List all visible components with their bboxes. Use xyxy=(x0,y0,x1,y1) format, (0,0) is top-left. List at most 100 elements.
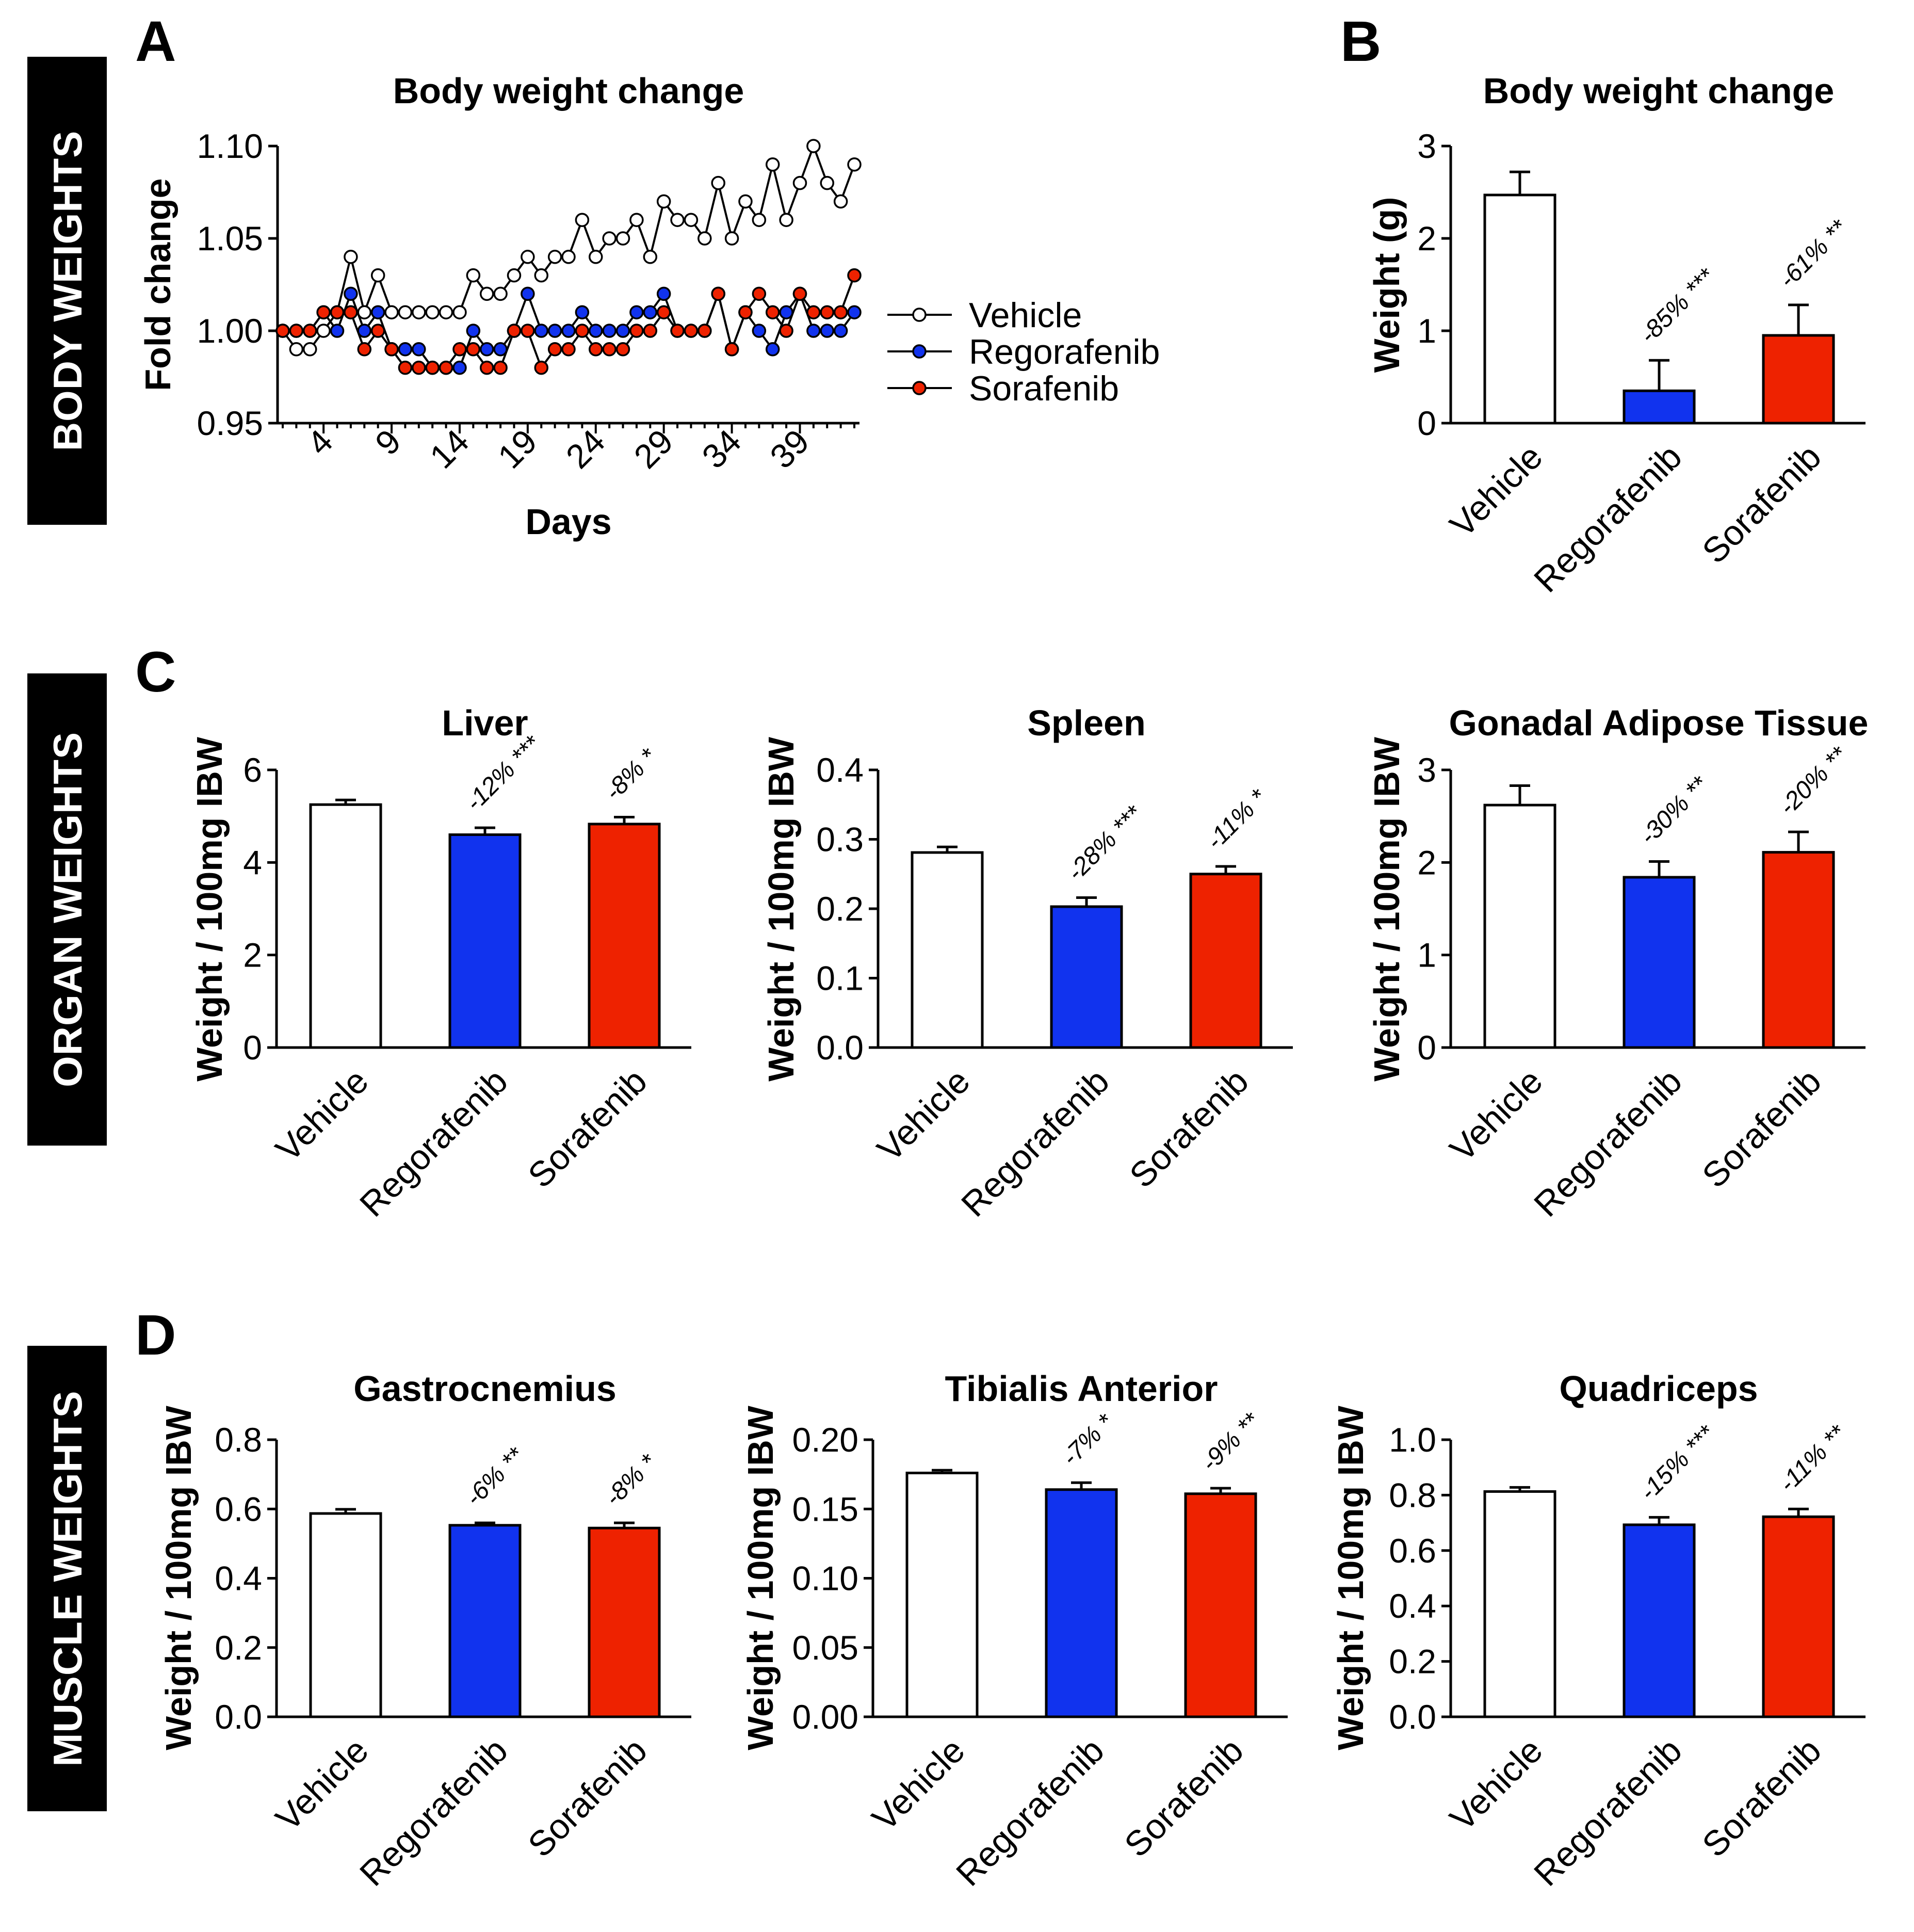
category-label-vehicle: Vehicle xyxy=(1442,1731,1550,1839)
data-point-regorafenib xyxy=(398,342,413,357)
data-point-sorafenib xyxy=(493,360,508,375)
y-axis-title: Fold change xyxy=(138,178,178,391)
category-label-sorafenib: Sorafenib xyxy=(1122,1061,1256,1196)
bar-regorafenib xyxy=(1050,905,1123,1049)
data-point-vehicle xyxy=(698,231,712,246)
category-label-sorafenib: Sorafenib xyxy=(1695,1061,1829,1196)
side-label-muscle-weights-text: MUSCLE WEIGHTS xyxy=(45,1391,90,1767)
chart-title: Liver xyxy=(442,703,528,743)
significance-label-regorafenib: -6% ** xyxy=(460,1442,530,1511)
data-point-sorafenib xyxy=(684,324,699,338)
data-point-regorafenib xyxy=(615,324,630,338)
category-label-regorafenib: Regorafenib xyxy=(1527,1061,1690,1225)
data-point-regorafenib xyxy=(412,342,426,357)
significance-label-sorafenib: -9% ** xyxy=(1196,1407,1266,1477)
data-point-regorafenib xyxy=(806,324,821,338)
y-tick-label: 3 xyxy=(1417,751,1436,789)
data-point-vehicle xyxy=(779,213,793,227)
chart-c-liver: Liver Weight / 100mg IBW Vehicle -12% *** Re… xyxy=(189,703,691,1225)
bar-vehicle xyxy=(905,1471,979,1718)
significance-label-sorafenib: -11% * xyxy=(1201,784,1272,855)
significance-label-regorafenib: -12% *** xyxy=(460,730,546,816)
y-tick-label: 6 xyxy=(243,751,262,789)
data-point-regorafenib xyxy=(561,324,576,338)
chart-title: Gonadal Adipose Tissue xyxy=(1449,703,1869,743)
category-label-regorafenib: Regorafenib xyxy=(949,1731,1112,1894)
bar-sorafenib xyxy=(1762,851,1835,1049)
side-label-organ-weights-text: ORGAN WEIGHTS xyxy=(45,732,90,1087)
data-point-sorafenib xyxy=(575,324,590,338)
x-tick-label: 19 xyxy=(491,422,544,476)
bar-regorafenib xyxy=(448,1524,522,1718)
data-point-sorafenib xyxy=(589,342,603,357)
y-tick-label: 0.20 xyxy=(792,1421,858,1459)
data-point-sorafenib xyxy=(629,324,644,338)
data-point-vehicle xyxy=(656,194,671,209)
bar-regorafenib xyxy=(1623,876,1696,1049)
data-point-sorafenib xyxy=(398,360,413,375)
chart-title: Body weight change xyxy=(393,71,744,111)
y-axis-title: Weight / 100mg IBW xyxy=(1331,1406,1371,1750)
y-tick-label: 1.10 xyxy=(197,127,263,165)
data-point-vehicle xyxy=(752,213,767,227)
side-label-muscle-weights: MUSCLE WEIGHTS xyxy=(27,1346,107,1811)
x-tick-label: 14 xyxy=(423,422,476,476)
data-point-sorafenib xyxy=(724,342,739,357)
data-point-vehicle xyxy=(643,250,658,264)
y-tick-label: 0.2 xyxy=(816,890,864,928)
data-point-sorafenib xyxy=(275,324,290,338)
bar-regorafenib xyxy=(1045,1488,1118,1718)
data-point-vehicle xyxy=(792,175,807,190)
data-point-vehicle xyxy=(575,213,590,227)
category-label-regorafenib: Regorafenib xyxy=(352,1731,515,1894)
x-tick-label: 24 xyxy=(558,422,612,476)
y-tick-label: 0 xyxy=(1417,404,1436,442)
data-point-vehicle xyxy=(398,305,413,319)
data-point-vehicle xyxy=(724,231,739,246)
bar-sorafenib xyxy=(1184,1492,1257,1718)
data-point-regorafenib xyxy=(521,286,535,301)
x-tick-label: 39 xyxy=(763,422,816,476)
data-point-vehicle xyxy=(629,213,644,227)
chart-d-tibialis: Tibialis Anterior Weight / 100mg IBW Vehic… xyxy=(740,1369,1288,1894)
data-point-vehicle xyxy=(384,305,399,319)
data-point-regorafenib xyxy=(466,324,481,338)
significance-label-sorafenib: -11% ** xyxy=(1774,1420,1852,1498)
y-tick-label: 0.4 xyxy=(215,1559,262,1598)
y-tick-label: 0.4 xyxy=(816,751,864,789)
x-tick-label: 34 xyxy=(694,422,748,476)
data-point-vehicle xyxy=(452,305,467,319)
category-label-regorafenib: Regorafenib xyxy=(352,1061,515,1225)
significance-label-regorafenib: -15% *** xyxy=(1634,1420,1721,1506)
y-tick-label: 0 xyxy=(243,1028,262,1067)
legend-label-regorafenib: Regorafenib xyxy=(969,332,1160,372)
data-point-regorafenib xyxy=(330,324,345,338)
bar-sorafenib xyxy=(588,1526,661,1718)
chart-title: Quadriceps xyxy=(1559,1369,1758,1409)
data-point-regorafenib xyxy=(452,360,467,375)
y-tick-label: 2 xyxy=(1417,843,1436,881)
data-point-regorafenib xyxy=(547,324,562,338)
data-point-sorafenib xyxy=(615,342,630,357)
series-vehicle xyxy=(275,139,862,357)
chart-b: Body weight change Weight (g) Vehicle -85% … xyxy=(1367,71,1866,600)
data-point-vehicle xyxy=(521,250,535,264)
y-tick-label: 0.05 xyxy=(792,1629,858,1667)
data-point-regorafenib xyxy=(344,286,358,301)
significance-label-sorafenib: -8% * xyxy=(599,1448,662,1511)
data-point-sorafenib xyxy=(670,324,685,338)
y-tick-label: 0 xyxy=(1417,1028,1436,1067)
side-label-body-weights: BODY WEIGHTS xyxy=(27,57,107,525)
data-point-sorafenib xyxy=(847,268,862,283)
bar-regorafenib xyxy=(1623,389,1696,425)
bar-sorafenib xyxy=(588,823,661,1049)
y-tick-label: 0.3 xyxy=(816,820,864,859)
legend-marker-regorafenib xyxy=(912,344,927,359)
y-tick-label: 1 xyxy=(1417,936,1436,974)
y-tick-label: 3 xyxy=(1417,127,1436,165)
chart-c-gonadal: Gonadal Adipose Tissue Weight / 100mg IBW… xyxy=(1367,703,1868,1225)
data-point-vehicle xyxy=(370,268,385,283)
data-point-vehicle xyxy=(425,305,440,319)
legend-marker-sorafenib xyxy=(912,381,927,395)
